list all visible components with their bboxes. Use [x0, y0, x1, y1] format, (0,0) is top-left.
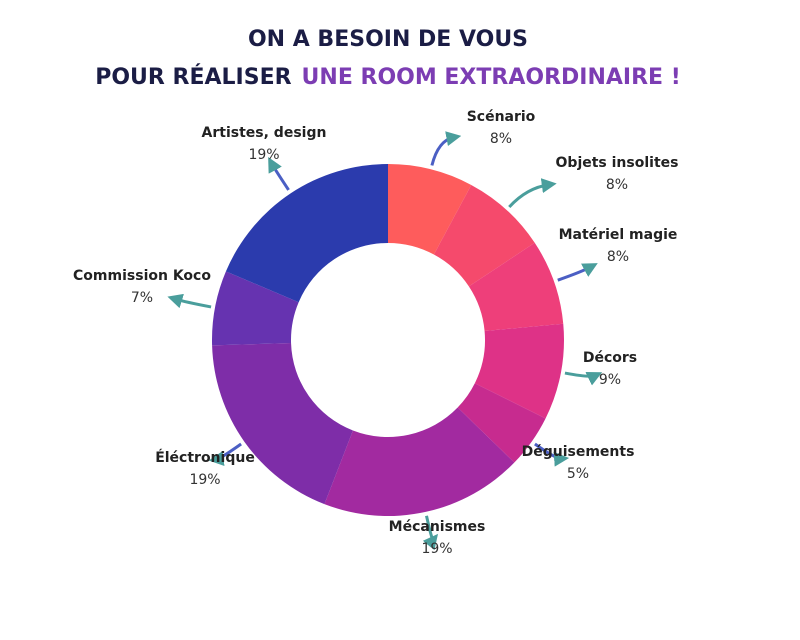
slice-label: Déguisements	[522, 444, 635, 460]
title-line: POUR RÉALISER UNE ROOM EXTRAORDINAIRE !	[95, 64, 681, 90]
title-part: POUR RÉALISER	[95, 64, 291, 90]
donut-slice	[212, 271, 299, 346]
donut-slice	[225, 164, 388, 303]
arrow	[564, 371, 603, 386]
title-line: ON A BESOIN DE VOUS	[248, 27, 528, 52]
arrow	[508, 178, 557, 208]
donut-slice	[324, 407, 515, 516]
slice-label: Artistes, design	[202, 125, 327, 141]
slice-value: 19%	[189, 472, 220, 488]
slice-label: Objets insolites	[556, 155, 679, 171]
arrow	[268, 156, 290, 191]
slice-value: 19%	[421, 541, 452, 557]
donut-slice	[468, 242, 564, 332]
slice-label: Décors	[583, 350, 637, 366]
slice-value: 8%	[490, 131, 512, 147]
slice-value: 8%	[607, 249, 629, 265]
arrow	[534, 442, 570, 467]
slice-label: Commission Koco	[73, 268, 211, 284]
slice-value: 5%	[567, 466, 589, 482]
slice-label: Mécanismes	[389, 519, 486, 535]
donut-slice	[433, 184, 535, 287]
slice-value: 7%	[131, 290, 153, 306]
title-highlight: UNE ROOM EXTRAORDINAIRE !	[302, 65, 681, 90]
slice-value: 19%	[248, 147, 279, 163]
slice-label: Éléctronique	[155, 449, 255, 466]
donut-slice	[212, 342, 353, 505]
donut-slice	[474, 323, 564, 419]
arrow	[167, 293, 212, 309]
slice-value: 9%	[599, 372, 621, 388]
donut-slice	[388, 164, 472, 255]
slice-label: Matériel magie	[559, 227, 678, 243]
slice-value: 8%	[606, 177, 628, 193]
arrow	[557, 263, 598, 282]
arrow	[430, 131, 462, 166]
slice-label: Scénario	[467, 109, 536, 125]
donut-slice	[457, 383, 546, 463]
arrow	[208, 442, 242, 466]
arrow	[422, 515, 439, 551]
